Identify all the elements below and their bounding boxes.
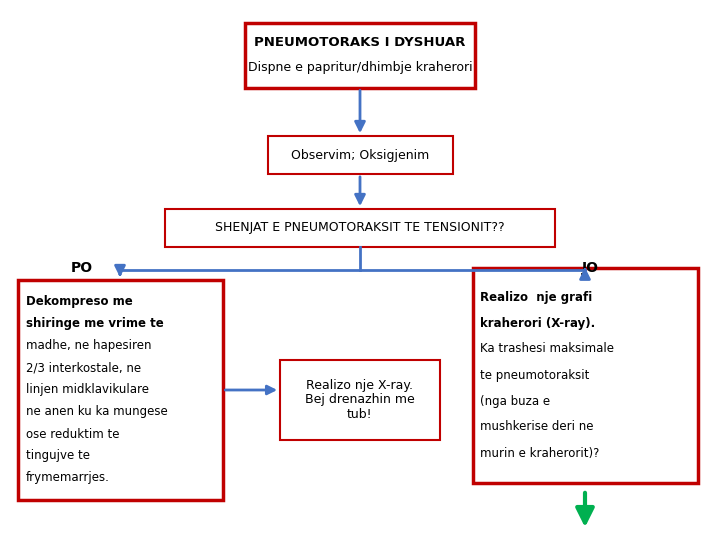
Text: ne anen ku ka mungese: ne anen ku ka mungese	[25, 406, 167, 419]
Text: Observim; Oksigjenim: Observim; Oksigjenim	[291, 148, 429, 161]
FancyBboxPatch shape	[268, 136, 452, 174]
FancyBboxPatch shape	[165, 209, 555, 247]
Text: SHENJAT E PNEUMOTORAKSIT TE TENSIONIT??: SHENJAT E PNEUMOTORAKSIT TE TENSIONIT??	[215, 221, 505, 234]
Text: 2/3 interkostale, ne: 2/3 interkostale, ne	[25, 361, 140, 375]
Text: murin e kraherorit)?: murin e kraherorit)?	[480, 447, 600, 460]
Text: madhe, ne hapesiren: madhe, ne hapesiren	[25, 340, 151, 353]
Text: shiringe me vrime te: shiringe me vrime te	[25, 318, 163, 330]
Text: Realizo  nje grafi: Realizo nje grafi	[480, 291, 593, 303]
Text: Dekompreso me: Dekompreso me	[25, 295, 132, 308]
Text: Dispne e papritur/dhimbje kraherori: Dispne e papritur/dhimbje kraherori	[248, 60, 472, 73]
Text: JO: JO	[582, 261, 598, 275]
Text: kraherori (X-ray).: kraherori (X-ray).	[480, 316, 595, 329]
Text: PO: PO	[71, 261, 93, 275]
Text: Realizo nje X-ray.
Bej drenazhin me
tub!: Realizo nje X-ray. Bej drenazhin me tub!	[305, 379, 415, 422]
FancyBboxPatch shape	[280, 360, 440, 440]
Text: (nga buza e: (nga buza e	[480, 395, 551, 408]
Text: PNEUMOTORAKS I DYSHUAR: PNEUMOTORAKS I DYSHUAR	[254, 37, 466, 50]
FancyBboxPatch shape	[472, 267, 698, 483]
Text: Ka trashesi maksimale: Ka trashesi maksimale	[480, 342, 614, 355]
FancyBboxPatch shape	[245, 23, 475, 87]
Text: te pneumotoraksit: te pneumotoraksit	[480, 368, 590, 381]
Text: mushkerise deri ne: mushkerise deri ne	[480, 421, 594, 434]
Text: frymemarrjes.: frymemarrjes.	[25, 471, 109, 484]
Text: ose reduktim te: ose reduktim te	[25, 428, 119, 441]
FancyBboxPatch shape	[17, 280, 222, 500]
Text: linjen midklavikulare: linjen midklavikulare	[25, 383, 148, 396]
Text: tingujve te: tingujve te	[25, 449, 89, 462]
